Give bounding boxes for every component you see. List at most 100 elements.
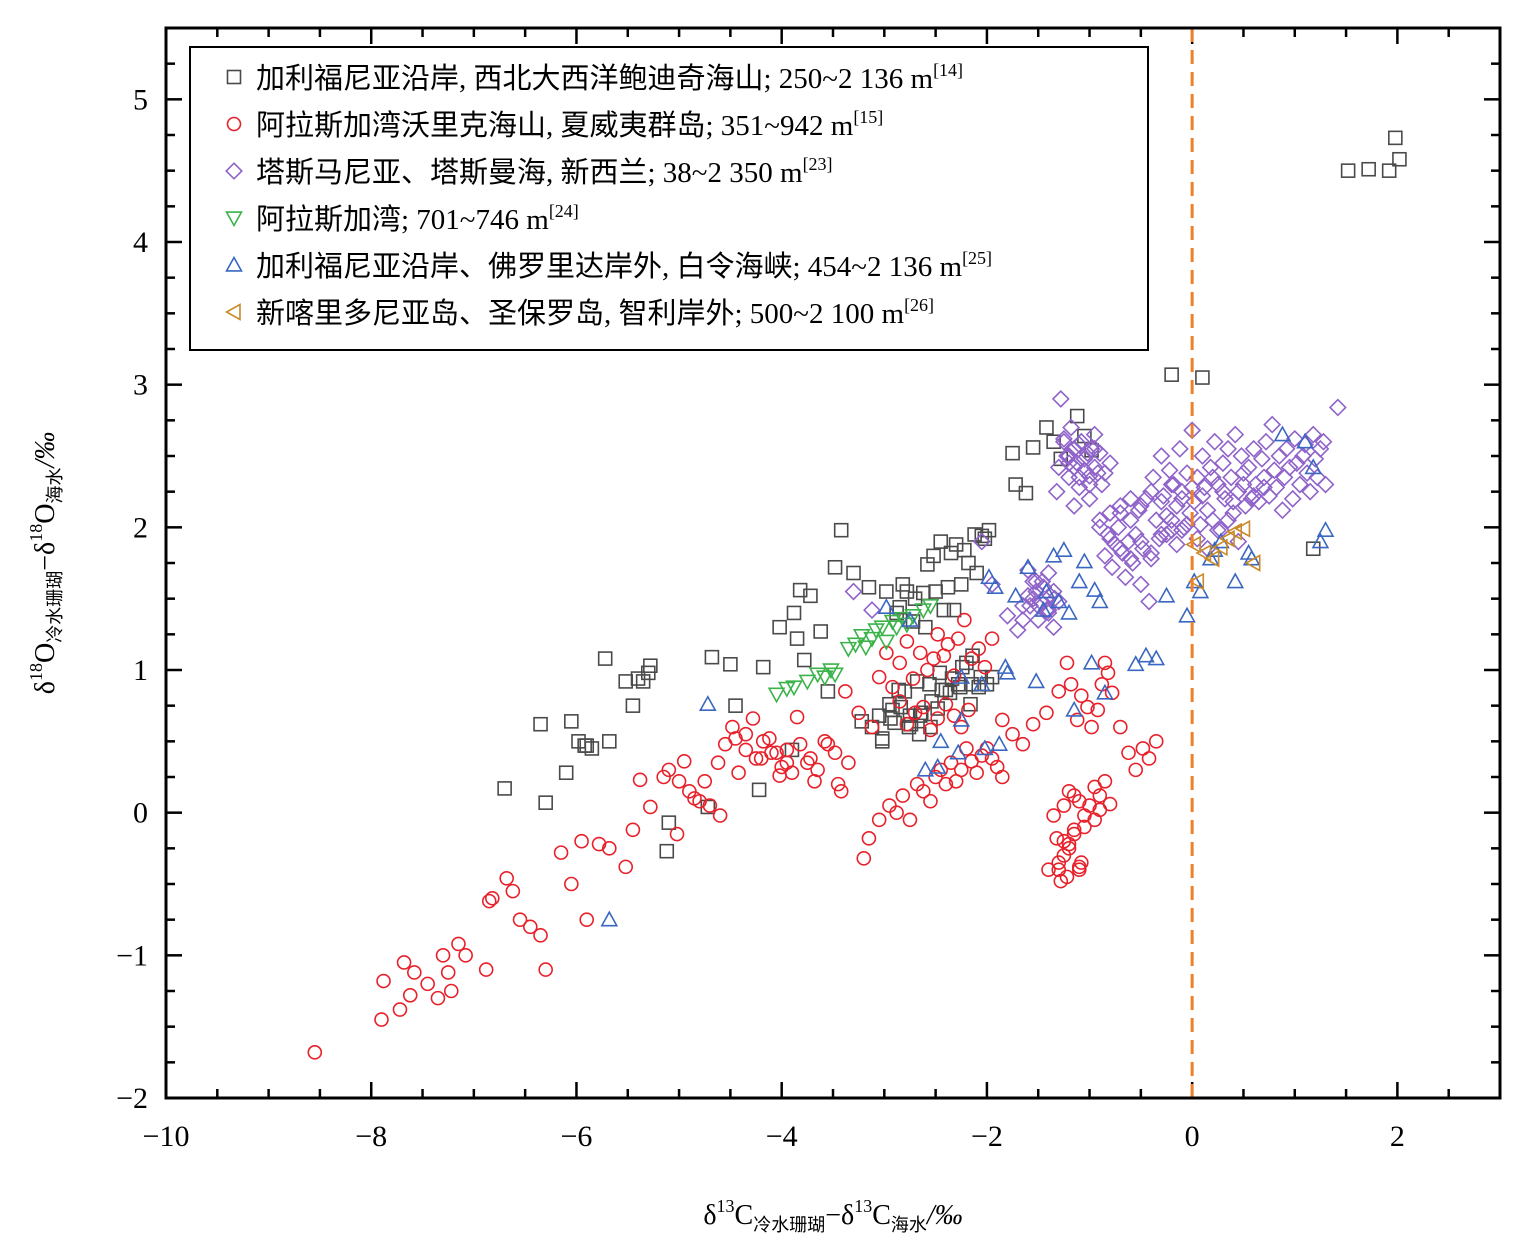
point-s1 bbox=[969, 765, 984, 781]
legend-marker-1 bbox=[226, 116, 242, 132]
point-s2 bbox=[1255, 468, 1273, 487]
point-s1 bbox=[923, 722, 938, 738]
point-s4 bbox=[1065, 700, 1083, 717]
y-title-sep: −δ bbox=[30, 542, 61, 571]
point-s2 bbox=[863, 601, 881, 620]
point-s2 bbox=[1162, 511, 1181, 530]
point-s0 bbox=[933, 534, 949, 549]
x-title-sup1: 13 bbox=[717, 1196, 735, 1216]
point-s0 bbox=[1361, 161, 1376, 177]
point-s3 bbox=[846, 637, 865, 654]
point-s1 bbox=[676, 754, 692, 769]
point-s2 bbox=[1157, 506, 1176, 525]
point-s1 bbox=[1135, 741, 1151, 756]
point-s1 bbox=[841, 755, 856, 771]
point-s2 bbox=[1219, 511, 1238, 530]
point-s1 bbox=[984, 631, 1000, 646]
y-title-sup2: 18 bbox=[26, 524, 46, 542]
point-s4 bbox=[1178, 606, 1196, 623]
point-s0 bbox=[1046, 434, 1061, 450]
point-s0 bbox=[728, 698, 743, 713]
point-s1 bbox=[861, 831, 877, 846]
point-s1 bbox=[895, 788, 911, 803]
point-s4 bbox=[980, 568, 998, 585]
point-s1 bbox=[971, 641, 987, 656]
point-s1 bbox=[692, 793, 707, 809]
data-points bbox=[307, 130, 1407, 1060]
point-s1 bbox=[625, 822, 641, 838]
point-s0 bbox=[659, 843, 675, 859]
point-s1 bbox=[697, 773, 713, 789]
point-s2 bbox=[1229, 532, 1248, 551]
point-s1 bbox=[810, 762, 825, 778]
point-s2 bbox=[1024, 572, 1043, 591]
point-s1 bbox=[769, 745, 784, 761]
series-4 bbox=[600, 425, 1335, 927]
point-s0 bbox=[879, 584, 894, 599]
point-s0 bbox=[661, 815, 677, 830]
point-s5 bbox=[1244, 554, 1261, 572]
point-s2 bbox=[1142, 544, 1161, 562]
point-s3 bbox=[798, 674, 817, 691]
point-s1 bbox=[817, 734, 833, 749]
point-s2 bbox=[1085, 458, 1104, 477]
point-s0 bbox=[953, 577, 969, 592]
point-s1 bbox=[601, 841, 617, 856]
y-tick-label: −1 bbox=[116, 939, 148, 972]
y-title-sub1: 冷水珊瑚 bbox=[45, 571, 65, 643]
point-s4 bbox=[998, 663, 1017, 680]
point-s2 bbox=[1065, 458, 1084, 477]
point-s1 bbox=[710, 755, 726, 771]
point-s2 bbox=[1049, 592, 1068, 611]
point-s2 bbox=[1193, 447, 1212, 465]
point-s0 bbox=[789, 631, 805, 646]
point-s4 bbox=[1157, 586, 1176, 603]
point-s1 bbox=[871, 669, 887, 685]
point-s4 bbox=[1037, 582, 1056, 599]
x-title-sup2: 13 bbox=[854, 1196, 872, 1216]
point-s1 bbox=[402, 987, 418, 1003]
point-s4 bbox=[928, 757, 947, 774]
point-s1 bbox=[738, 742, 754, 758]
point-s2 bbox=[1152, 447, 1171, 465]
x-title-sep: −δ bbox=[825, 1200, 854, 1231]
point-s1 bbox=[307, 1045, 323, 1060]
legend-name: 新喀里多尼亚岛、圣保罗岛, 智利岸外; 500~2 100 m bbox=[256, 297, 904, 330]
point-s1 bbox=[899, 634, 915, 649]
point-s4 bbox=[976, 739, 994, 756]
point-s0 bbox=[1025, 440, 1041, 455]
point-s2 bbox=[1078, 444, 1097, 463]
legend-label-1: 阿拉斯加湾沃里克海山, 夏威夷群岛; 351~942 m[15] bbox=[256, 107, 883, 142]
point-s1 bbox=[1071, 862, 1087, 878]
point-s2 bbox=[1198, 501, 1217, 520]
point-s2 bbox=[1109, 518, 1128, 537]
point-s1 bbox=[420, 976, 435, 992]
point-s1 bbox=[374, 1012, 389, 1027]
point-s4 bbox=[1082, 653, 1101, 670]
point-s1 bbox=[1025, 716, 1041, 732]
point-s2 bbox=[844, 582, 863, 601]
point-s1 bbox=[392, 1002, 408, 1017]
point-s0 bbox=[597, 651, 613, 666]
point-s1 bbox=[1148, 734, 1164, 749]
point-s2 bbox=[1152, 492, 1171, 511]
point-s1 bbox=[1077, 819, 1092, 835]
point-s1 bbox=[1097, 655, 1113, 671]
point-s2 bbox=[1029, 611, 1048, 629]
point-s2 bbox=[1013, 611, 1032, 629]
point-s2 bbox=[1234, 464, 1253, 483]
point-s2 bbox=[998, 606, 1017, 625]
point-s2 bbox=[1160, 461, 1179, 480]
point-s4 bbox=[1070, 572, 1089, 589]
point-s2 bbox=[1144, 468, 1163, 487]
point-s1 bbox=[930, 711, 945, 726]
point-s0 bbox=[833, 522, 849, 538]
point-s1 bbox=[864, 719, 880, 735]
point-s2 bbox=[1033, 572, 1052, 591]
point-s2 bbox=[1172, 489, 1191, 508]
point-s0 bbox=[952, 679, 968, 695]
point-s1 bbox=[899, 716, 915, 732]
x-tick-label: −2 bbox=[971, 1120, 1003, 1153]
